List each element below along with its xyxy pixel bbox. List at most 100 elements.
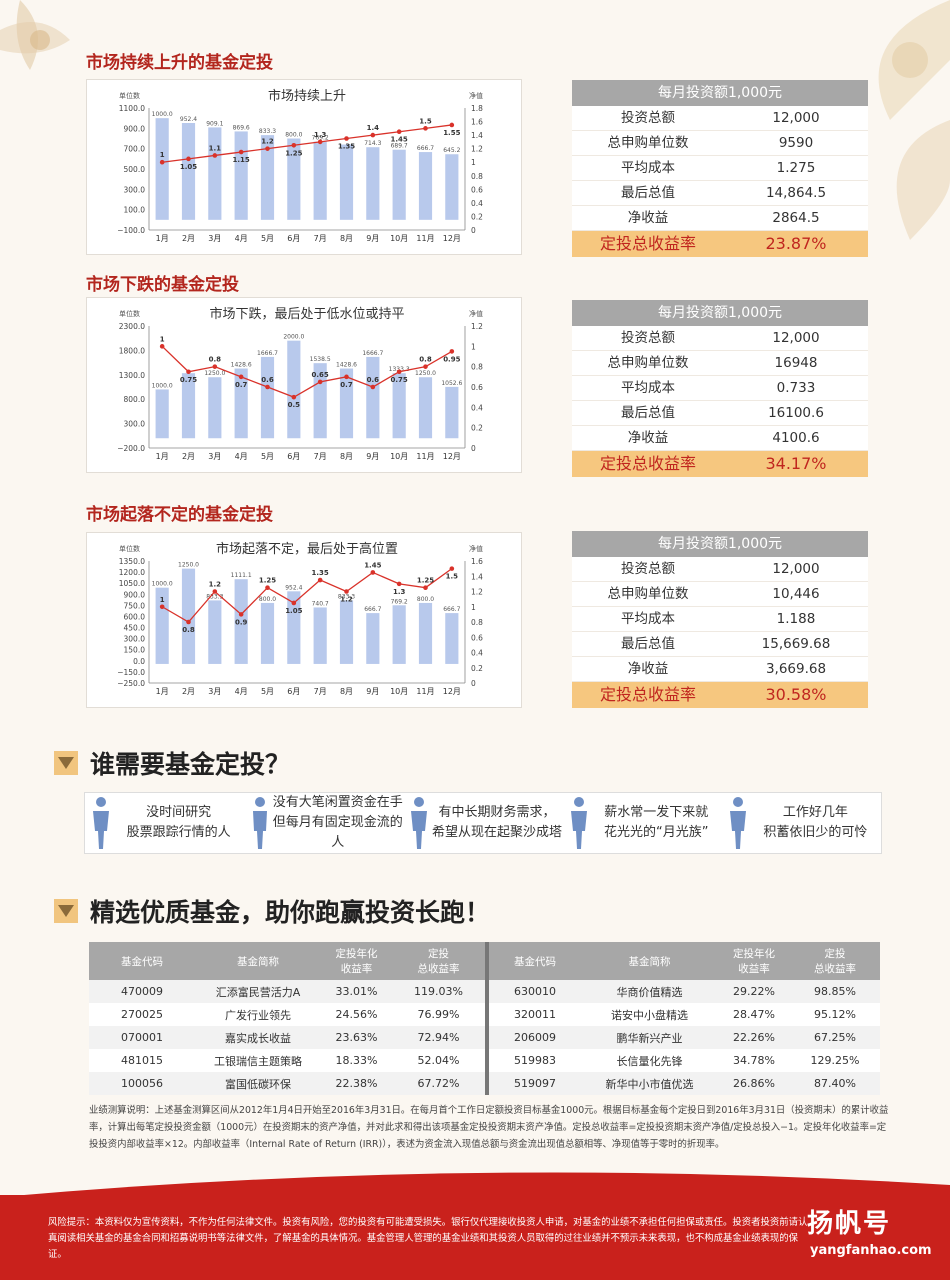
- nav-point: [449, 122, 455, 128]
- fund-cell: 23.63%: [335, 1031, 378, 1044]
- row-value: 30.58%: [765, 685, 827, 704]
- who-line2: 积蓄依旧少的可怜: [763, 825, 868, 840]
- y-tick-label: 750.0: [124, 601, 146, 610]
- who-item: 工作好几年 积蓄依旧少的可怜: [722, 793, 881, 853]
- fund-cell: 52.04%: [417, 1054, 460, 1067]
- fund-row: 270025 广发行业领先 24.56% 76.99% 320011 诺安中小盘精选 28.…: [89, 1003, 880, 1026]
- x-tick-label: 4月: [235, 687, 248, 696]
- x-tick-label: 5月: [261, 234, 274, 243]
- x-tick-label: 5月: [261, 687, 274, 696]
- y2-tick-label: 0.6: [471, 383, 483, 392]
- bar-label: 800.0: [259, 596, 276, 603]
- bar-label: 666.7: [364, 606, 381, 613]
- nav-label: 1.45: [364, 561, 381, 569]
- nav-point: [449, 349, 455, 354]
- nav-point: [238, 149, 244, 155]
- table-row: 平均成本 1.188: [572, 607, 868, 632]
- row-label: 平均成本: [621, 611, 675, 627]
- y-tick-label: −250.0: [117, 679, 145, 688]
- y2-tick-label: 0.6: [471, 633, 483, 642]
- nav-label: 1.05: [285, 607, 302, 615]
- bar-label: 833.3: [206, 593, 223, 600]
- x-tick-label: 8月: [340, 687, 353, 696]
- who-line2: 股票跟踪行情的人: [126, 825, 231, 840]
- risk-text: 风险提示：本资料仅为宣传资料，不作为任何法律文件。投资有风险，您的投资有可能遭受…: [48, 1217, 808, 1260]
- column-divider: [485, 1003, 489, 1026]
- triangle-bullet-icon: [54, 899, 78, 923]
- nav-point: [423, 585, 428, 590]
- person-icon: [411, 797, 428, 849]
- y-tick-label: 1200.0: [119, 568, 145, 577]
- fund-cell: 100056: [121, 1077, 163, 1090]
- y2-tick-label: 0.8: [471, 172, 483, 181]
- bar: [208, 600, 222, 664]
- row-label: 总申购单位数: [607, 586, 689, 602]
- x-tick-label: 11月: [416, 687, 434, 696]
- nav-label: 1: [160, 596, 165, 604]
- nav-label: 0.5: [288, 401, 301, 409]
- nav-label: 0.75: [180, 376, 197, 384]
- who-heading: 谁需要基金定投？: [54, 745, 290, 781]
- fund-cell: 长信量化先锋: [616, 1054, 683, 1068]
- nav-point: [449, 566, 455, 571]
- y-tick-label: 450.0: [124, 624, 146, 633]
- funds-heading: 精选优质基金，助你跑赢投资长跑！: [54, 893, 490, 929]
- section-title-rising: 市场持续上升的基金定投: [86, 53, 273, 73]
- nav-line: [161, 568, 453, 623]
- table-row: 最后总值 16100.6: [572, 401, 868, 426]
- fund-cell: 206009: [514, 1031, 556, 1044]
- nav-label: 1.5: [419, 117, 432, 125]
- y-tick-label: 500.0: [124, 165, 146, 174]
- nav-point: [212, 589, 218, 594]
- bar-label: 1000.0: [152, 382, 173, 389]
- nav-label: 1.5: [446, 573, 459, 581]
- nav-label: 1.35: [312, 569, 329, 577]
- bar-label: 909.1: [206, 120, 223, 127]
- who-line2: 但每月有固定现金流的人: [272, 815, 403, 850]
- nav-line: [161, 345, 453, 398]
- x-tick-label: 9月: [366, 687, 379, 696]
- y-tick-label: 150.0: [124, 646, 146, 655]
- y-tick-label: 1100.0: [119, 104, 145, 113]
- section-title-falling: 市场下跌的基金定投: [86, 275, 239, 295]
- row-label: 最后总值: [621, 636, 675, 652]
- fund-cell: 87.40%: [814, 1077, 856, 1090]
- bar: [392, 373, 406, 439]
- fund-cell: 广发行业领先: [225, 1008, 291, 1022]
- nav-point: [265, 585, 270, 590]
- chart-title: 市场持续上升: [268, 88, 346, 103]
- table-row: 投资总额 12,000: [572, 557, 868, 582]
- fund-cell: 320011: [514, 1008, 556, 1021]
- chart-title: 市场起落不定，最后处于高位置: [216, 541, 398, 556]
- table-row: 平均成本 1.275: [572, 156, 868, 181]
- y2-tick-label: 1: [471, 158, 476, 167]
- row-label: 净收益: [627, 210, 669, 226]
- fund-cell: 29.22%: [733, 985, 775, 998]
- result-table-volatile: 每月投资额1,000元 投资总额 12,000 总申购单位数 10,446 平均成本…: [572, 531, 868, 708]
- fund-row: 470009 汇添富民营活力A 33.01% 119.03% 630010 华商价值精选 2…: [89, 980, 880, 1003]
- table-row: 总申购单位数 10,446: [572, 582, 868, 607]
- section-title-volatile: 市场起落不定的基金定投: [86, 505, 273, 525]
- nav-line: [162, 124, 452, 163]
- nav-point: [370, 132, 376, 138]
- y-tick-label: 600.0: [124, 612, 146, 621]
- table-row-highlight: 定投总收益率 34.17%: [572, 451, 868, 477]
- nav-point: [423, 364, 428, 369]
- row-label: 定投总收益率: [599, 454, 696, 473]
- table-header: 每月投资额1,000元: [572, 80, 868, 106]
- row-label: 平均成本: [621, 380, 675, 396]
- nav-label: 0.8: [419, 356, 432, 364]
- x-tick-label: 4月: [235, 234, 248, 243]
- bar: [339, 368, 354, 439]
- y-tick-label: 1300.0: [119, 371, 145, 380]
- y-tick-label: 100.0: [124, 206, 146, 215]
- y-tick-label: 1350.0: [119, 557, 145, 566]
- y2-tick-label: 0: [471, 444, 476, 453]
- bar: [155, 118, 169, 220]
- y-tick-label: 0.0: [133, 657, 145, 666]
- x-tick-label: 12月: [443, 687, 461, 696]
- nav-label: 1.1: [209, 144, 222, 152]
- bar-label: 869.6: [233, 124, 250, 131]
- bar-label: 666.7: [417, 145, 434, 152]
- nav-label: 0.95: [443, 355, 460, 363]
